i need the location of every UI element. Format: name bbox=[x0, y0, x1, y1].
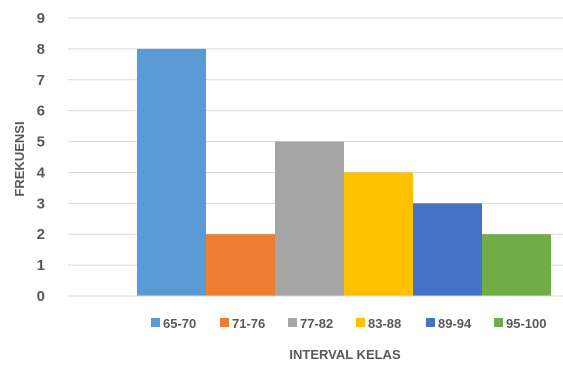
bar-89-94 bbox=[413, 203, 482, 296]
y-tick-label: 7 bbox=[37, 72, 45, 89]
bar-77-82 bbox=[275, 141, 344, 296]
legend-swatch bbox=[151, 318, 160, 327]
legend-label: 71-76 bbox=[232, 316, 265, 331]
legend-label: 95-100 bbox=[506, 316, 546, 331]
bars bbox=[137, 48, 551, 297]
legend-label: 83-88 bbox=[368, 316, 401, 331]
legend-swatch bbox=[220, 318, 229, 327]
y-tick-label: 2 bbox=[37, 226, 45, 243]
y-axis-title: FREKUENSI bbox=[12, 121, 27, 196]
y-tick-label: 5 bbox=[37, 134, 45, 151]
x-axis-title: INTERVAL KELAS bbox=[289, 347, 401, 362]
legend-label: 77-82 bbox=[300, 316, 333, 331]
y-tick-label: 9 bbox=[37, 10, 45, 27]
y-tick-label: 3 bbox=[37, 195, 45, 212]
bar-71-76 bbox=[206, 234, 275, 296]
legend-swatch bbox=[356, 318, 365, 327]
y-tick-label: 4 bbox=[37, 164, 46, 181]
bar-95-100 bbox=[482, 234, 551, 296]
y-tick-label: 6 bbox=[37, 103, 45, 120]
legend-swatch bbox=[288, 318, 297, 327]
y-tick-label: 1 bbox=[37, 257, 45, 274]
bar-83-88 bbox=[344, 172, 413, 296]
legend-swatch bbox=[426, 318, 435, 327]
legend: 65-70 71-76 77-82 83-88 89-94 95-100 bbox=[151, 316, 546, 331]
y-tick-label: 0 bbox=[37, 288, 45, 305]
y-tick-label: 8 bbox=[37, 41, 45, 58]
legend-label: 65-70 bbox=[163, 316, 196, 331]
legend-swatch bbox=[494, 318, 503, 327]
legend-label: 89-94 bbox=[438, 316, 472, 331]
y-axis-ticks: 0 1 2 3 4 5 6 7 8 9 bbox=[37, 10, 46, 305]
bar-65-70 bbox=[137, 48, 206, 297]
